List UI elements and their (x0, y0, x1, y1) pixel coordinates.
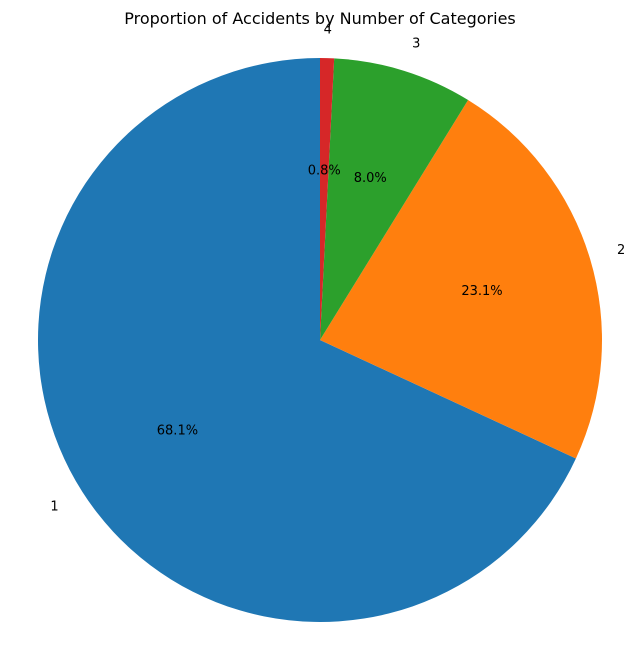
category-label-2: 2 (617, 243, 625, 258)
percentage-labels: 68.1% 23.1% 8.0% 0.8% (157, 163, 503, 438)
pie-slice-3 (320, 58, 469, 341)
pie-slice-2 (320, 100, 602, 459)
percentage-label-4: 0.8% (308, 163, 341, 178)
pie-slice-4 (320, 58, 335, 340)
percentage-label-3: 8.0% (354, 171, 387, 186)
chart-title: Proportion of Accidents by Number of Cat… (124, 9, 516, 28)
category-label-3: 3 (412, 36, 420, 51)
category-label-1: 1 (50, 500, 58, 515)
pie-slice-1 (37, 58, 576, 622)
percentage-label-2: 23.1% (461, 284, 502, 299)
percentage-label-1: 68.1% (157, 424, 198, 439)
pie-slices (37, 58, 602, 622)
category-label-4: 4 (324, 22, 332, 37)
category-labels: 1 2 3 4 (50, 22, 625, 514)
